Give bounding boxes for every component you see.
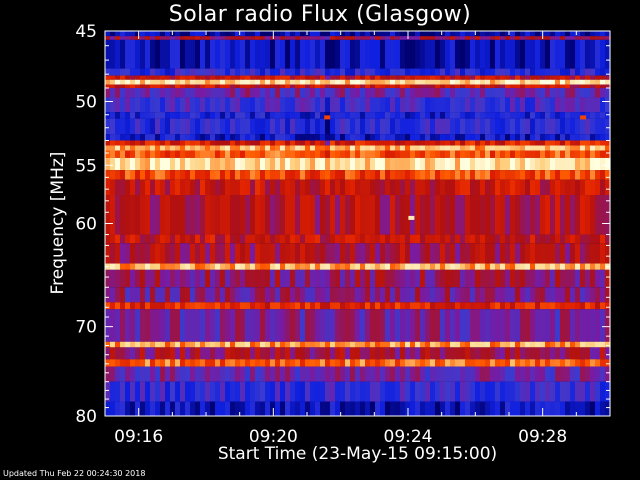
band-3: [105, 68, 611, 76]
hotspot-0: [408, 215, 415, 220]
band-21: [105, 263, 611, 270]
axes: 45 50 55 60 70 80 09:16 09:20 09:24 09:28: [75, 22, 611, 447]
hotspot-2: [580, 115, 587, 120]
band-8: [105, 97, 611, 113]
y-tick-label-2: 55: [75, 156, 97, 176]
band-28: [105, 359, 611, 367]
band-29: [105, 366, 611, 382]
band-23: [105, 287, 611, 303]
band-10: [105, 118, 611, 135]
hotspot-1: [324, 115, 331, 120]
band-9: [105, 112, 611, 119]
band-2: [105, 39, 611, 69]
x-axis-label: Start Time (23-May-15 09:15:00): [217, 444, 498, 464]
x-tick-label-0: 09:16: [114, 427, 163, 447]
band-27: [105, 347, 611, 360]
band-24: [105, 302, 611, 310]
y-tick-label-4: 70: [75, 318, 97, 338]
band-1: [105, 36, 611, 40]
band-11: [105, 134, 611, 141]
band-16: [105, 170, 611, 180]
plot-area: [105, 31, 611, 416]
x-tick-label-3: 09:28: [518, 427, 567, 447]
band-12: [105, 140, 611, 146]
band-15: [105, 157, 611, 171]
y-tick-label-3: 60: [75, 215, 97, 235]
band-26: [105, 341, 611, 348]
x-tick-label-1: 09:20: [249, 427, 298, 447]
band-5: [105, 79, 611, 85]
band-13: [105, 145, 611, 151]
band-7: [105, 87, 611, 98]
band-30: [105, 381, 611, 402]
band-18: [105, 195, 611, 235]
band-22: [105, 269, 611, 288]
band-17: [105, 179, 611, 196]
y-tick-label-1: 50: [75, 93, 97, 113]
band-31: [105, 401, 611, 416]
band-14: [105, 150, 611, 158]
band-19: [105, 234, 611, 244]
x-tick-label-2: 09:24: [384, 427, 433, 447]
y-tick-label-0: 45: [75, 22, 97, 42]
band-4: [105, 75, 611, 80]
y-axis-label: Frequency [MHz]: [48, 151, 68, 295]
y-tick-label-5: 80: [75, 407, 97, 427]
band-6: [105, 84, 611, 88]
updated-timestamp: Updated Thu Feb 22 00:24:30 2018: [3, 469, 146, 478]
band-25: [105, 309, 611, 342]
band-20: [105, 243, 611, 264]
chart-title: Solar radio Flux (Glasgow): [168, 2, 472, 27]
band-0: [105, 31, 611, 37]
